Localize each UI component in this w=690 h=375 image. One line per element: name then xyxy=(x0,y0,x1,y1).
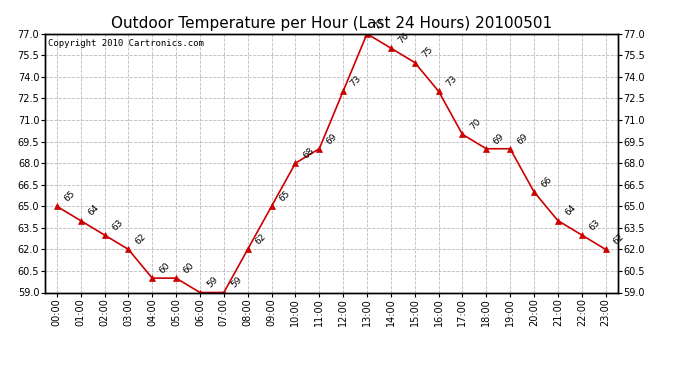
Text: 70: 70 xyxy=(468,117,482,132)
Text: 65: 65 xyxy=(62,189,77,204)
Text: 68: 68 xyxy=(301,146,315,160)
Text: 64: 64 xyxy=(86,204,101,218)
Text: 62: 62 xyxy=(134,232,148,247)
Text: 63: 63 xyxy=(110,218,125,232)
Text: 69: 69 xyxy=(492,132,506,146)
Text: 62: 62 xyxy=(253,232,268,247)
Text: 77: 77 xyxy=(373,16,387,31)
Text: 64: 64 xyxy=(564,204,578,218)
Text: 63: 63 xyxy=(587,218,602,232)
Text: 73: 73 xyxy=(444,74,459,88)
Text: 75: 75 xyxy=(420,45,435,60)
Text: 62: 62 xyxy=(611,232,626,247)
Text: 60: 60 xyxy=(181,261,196,275)
Title: Outdoor Temperature per Hour (Last 24 Hours) 20100501: Outdoor Temperature per Hour (Last 24 Ho… xyxy=(110,16,552,31)
Text: 73: 73 xyxy=(348,74,363,88)
Text: 69: 69 xyxy=(325,132,339,146)
Text: 69: 69 xyxy=(515,132,530,146)
Text: 76: 76 xyxy=(397,31,411,45)
Text: 60: 60 xyxy=(158,261,172,275)
Text: 59: 59 xyxy=(229,275,244,290)
Text: 59: 59 xyxy=(206,275,220,290)
Text: Copyright 2010 Cartronics.com: Copyright 2010 Cartronics.com xyxy=(48,39,204,48)
Text: 65: 65 xyxy=(277,189,292,204)
Text: 66: 66 xyxy=(540,175,554,189)
